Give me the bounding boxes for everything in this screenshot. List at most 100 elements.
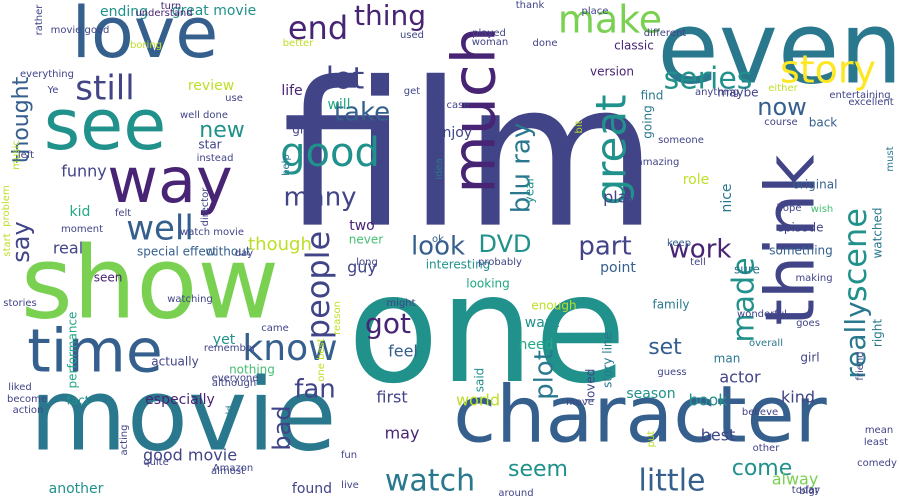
word-now: now	[757, 93, 807, 121]
word-guess: guess	[657, 367, 686, 378]
word-year: year	[523, 177, 537, 204]
word-really: really	[839, 301, 872, 378]
word-around: around	[498, 488, 533, 499]
word-probably: probably	[478, 257, 522, 268]
word-big: big	[799, 486, 814, 497]
word-goes: goes	[796, 318, 820, 329]
word-fan: fan	[294, 375, 336, 405]
word-problem: problem	[1, 185, 12, 226]
word-stories: stories	[3, 298, 37, 309]
word-understand: understand	[135, 8, 192, 19]
word-people: people	[299, 231, 337, 339]
word-best: best	[701, 426, 736, 445]
word-better: better	[283, 38, 314, 49]
word-classic: classic	[614, 39, 654, 53]
word-yet: yet	[213, 332, 236, 348]
word-without: without	[205, 245, 250, 259]
word-get: get	[404, 86, 421, 97]
word-much: much	[440, 26, 510, 194]
word-anything: anything	[695, 87, 739, 98]
word-watching: watching	[167, 294, 213, 305]
word-move: move	[566, 397, 594, 408]
word-interesting: interesting	[426, 258, 491, 272]
word-turn: turn	[161, 1, 182, 12]
word-little: little	[639, 464, 706, 499]
word-today: today	[792, 485, 821, 496]
word-mean: mean	[865, 425, 893, 436]
word-reason: reason	[332, 301, 343, 335]
word-bad: bad	[268, 405, 296, 450]
word-ending: ending	[100, 4, 148, 20]
word-work: work	[669, 235, 732, 265]
word-thing: thing	[354, 0, 426, 32]
word-though: though	[248, 234, 312, 255]
word-great-movie: great movie	[172, 3, 256, 19]
word-least: least	[864, 437, 888, 448]
word-new: new	[199, 118, 244, 143]
word-someone: someone	[658, 135, 704, 146]
word-seem: seem	[508, 457, 568, 482]
word-especially: especially	[145, 392, 215, 408]
word-going: going	[641, 105, 655, 139]
word-excellent: excellent	[848, 97, 893, 108]
word-kid: kid	[70, 204, 91, 220]
word-put: put	[646, 431, 657, 448]
word-rather: rather	[34, 4, 45, 36]
word-left: left	[18, 150, 34, 161]
word-start: start	[2, 233, 13, 256]
word-film: film	[282, 40, 658, 273]
word-old: old	[225, 405, 236, 420]
word-say: say	[7, 221, 35, 262]
word-girl: girl	[800, 351, 819, 365]
word-music: music	[11, 140, 22, 170]
word-enjoy: enjoy	[434, 125, 472, 141]
word-watch: watch	[385, 464, 475, 499]
word-story: story	[780, 48, 876, 92]
word-plot: plot	[530, 350, 560, 400]
word-original: original	[793, 178, 838, 192]
word-real: real	[53, 239, 83, 258]
word-part: part	[578, 232, 631, 262]
word-actor: actor	[719, 368, 761, 387]
word-comedy: comedy	[857, 458, 897, 469]
word-find: find	[641, 89, 664, 103]
word-family: family	[652, 298, 689, 312]
word-version: version	[590, 65, 634, 79]
word-watched: watched	[871, 207, 885, 258]
word-done: done	[533, 38, 558, 49]
word-book: book	[689, 391, 729, 410]
word-performance: performance	[66, 312, 80, 389]
word-idea: idea	[434, 158, 445, 179]
word-funny: funny	[61, 162, 107, 181]
word-movie: movie	[29, 356, 336, 473]
word-used: used	[400, 30, 424, 41]
word-kind: kind	[781, 388, 815, 407]
word-amazon: Amazon	[213, 463, 253, 474]
word-woman: woman	[472, 37, 509, 48]
word-may: may	[385, 424, 420, 443]
word-wonderful: wonderful	[737, 309, 787, 320]
word-felt: felt	[115, 208, 131, 219]
word-another: another	[49, 481, 104, 497]
word-hope: hope	[777, 203, 802, 214]
word-story-line: story line	[601, 332, 615, 388]
word-fun: fun	[341, 450, 357, 461]
word-think: think	[752, 154, 831, 326]
word-thank: thank	[516, 0, 545, 11]
word-see: see	[44, 84, 167, 166]
word-something: something	[769, 244, 833, 258]
word-nice: nice	[719, 183, 735, 212]
word-acting: acting	[119, 424, 130, 455]
word-tell: tell	[690, 257, 706, 268]
word-review: review	[188, 78, 234, 94]
word-director: director	[200, 187, 211, 227]
word-different: different	[644, 28, 687, 39]
word-actually: actually	[151, 355, 198, 369]
word-seen: seen	[94, 271, 123, 285]
word-never: never	[349, 233, 383, 247]
word-quite: quite	[143, 457, 169, 468]
word-long: long	[356, 257, 378, 268]
word-keep: keep	[667, 238, 691, 249]
word-use: use	[225, 93, 243, 104]
word-special-effect: special effect	[137, 245, 217, 259]
